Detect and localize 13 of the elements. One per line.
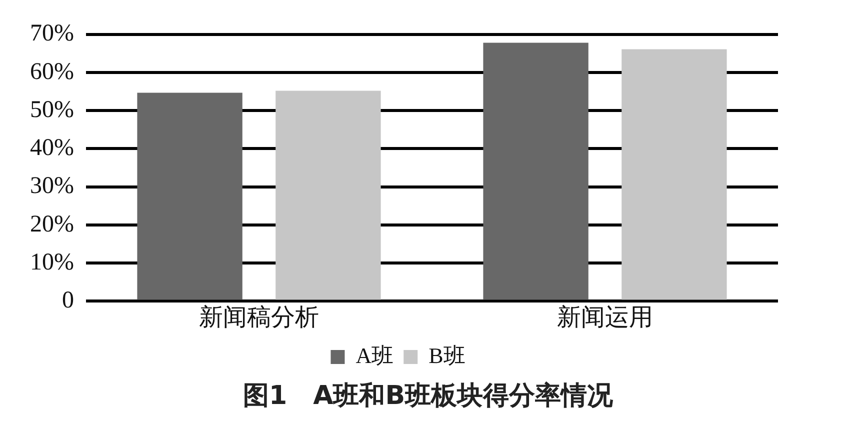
y-tick-label: 60% [30, 58, 74, 85]
legend-label: A班 [356, 342, 394, 368]
y-tick-label: 10% [30, 249, 74, 276]
x-tick-label: 新闻稿分析 [198, 304, 319, 331]
y-tick-label: 40% [30, 135, 74, 162]
text: 图1 A班和B班板块得分率情况 [242, 380, 614, 413]
y-tick-label: 70% [30, 20, 74, 47]
legend-label: B班 [428, 342, 466, 368]
y-tick-label: 30% [30, 173, 74, 200]
y-tick-label: 20% [30, 211, 74, 238]
y-tick-label: 50% [30, 96, 74, 123]
y-tick-label: 0 [62, 287, 74, 314]
x-tick-label: 新闻运用 [557, 304, 653, 331]
